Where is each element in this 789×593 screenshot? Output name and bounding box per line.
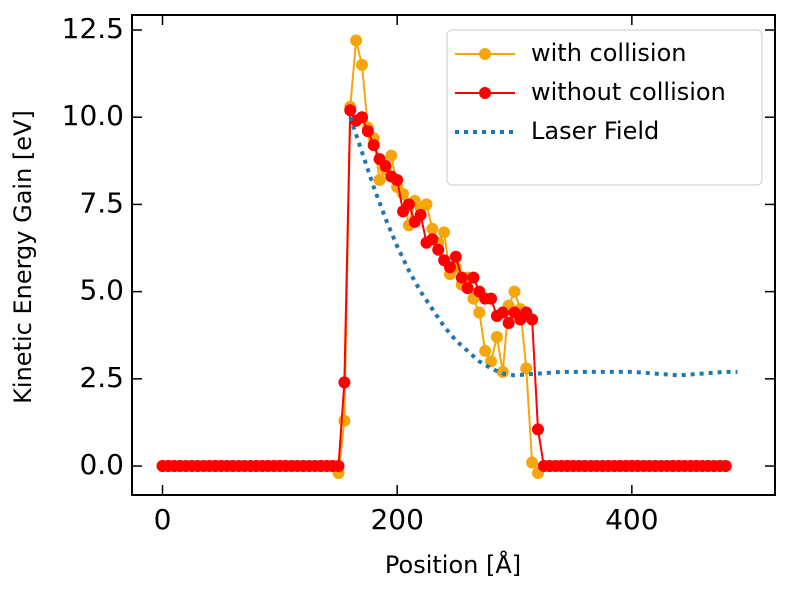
data-point xyxy=(461,282,474,295)
data-point xyxy=(490,330,503,343)
data-point xyxy=(443,261,456,274)
data-point xyxy=(379,160,392,173)
legend-label: without collision xyxy=(531,78,726,106)
data-point xyxy=(426,233,439,246)
y-tick-label: 7.5 xyxy=(79,186,124,219)
data-point xyxy=(385,149,398,162)
data-point xyxy=(350,34,363,47)
data-point xyxy=(502,317,515,330)
data-point xyxy=(526,456,539,469)
data-point xyxy=(373,174,386,186)
data-point xyxy=(355,111,368,124)
data-point xyxy=(438,226,451,239)
data-point xyxy=(344,104,357,117)
legend-box xyxy=(446,29,763,186)
data-point xyxy=(473,306,486,319)
data-point xyxy=(719,460,732,473)
y-tick-label: 5.0 xyxy=(79,274,124,307)
y-tick-label: 12.5 xyxy=(62,12,124,45)
y-tick-label: 2.5 xyxy=(79,361,124,394)
data-point xyxy=(531,423,544,436)
legend-marker xyxy=(479,87,491,99)
data-point xyxy=(520,362,533,375)
data-point xyxy=(485,292,498,305)
data-point xyxy=(496,306,509,319)
data-point xyxy=(449,250,462,263)
data-point xyxy=(455,271,468,284)
data-point xyxy=(526,313,539,326)
plot-frame xyxy=(131,14,776,496)
y-tick-label: 10.0 xyxy=(62,99,124,132)
data-point xyxy=(338,376,351,389)
data-point xyxy=(391,174,404,186)
y-axis-label: Kinetic Energy Gain [eV] xyxy=(9,110,37,404)
data-point xyxy=(402,198,415,211)
legend-marker xyxy=(479,48,491,60)
data-point xyxy=(332,460,345,473)
y-tick-label: 0.0 xyxy=(79,448,124,481)
x-tick-label: 200 xyxy=(370,503,423,536)
x-tick-label: 0 xyxy=(154,503,172,536)
data-point xyxy=(479,344,492,357)
legend-label: with collision xyxy=(531,39,687,67)
data-point xyxy=(426,222,439,235)
data-point xyxy=(367,139,380,152)
x-tick-label: 400 xyxy=(605,503,658,536)
data-point xyxy=(496,365,509,378)
dotted-line xyxy=(348,116,738,378)
data-point xyxy=(508,285,521,298)
data-point xyxy=(467,271,480,284)
data-point xyxy=(432,243,445,256)
legend-label: Laser Field xyxy=(531,117,659,145)
data-point xyxy=(355,58,368,71)
data-point xyxy=(338,414,351,427)
data-point xyxy=(414,208,427,221)
x-axis-label: Position [Å] xyxy=(385,550,521,579)
data-point xyxy=(361,125,374,138)
data-point xyxy=(420,198,433,211)
